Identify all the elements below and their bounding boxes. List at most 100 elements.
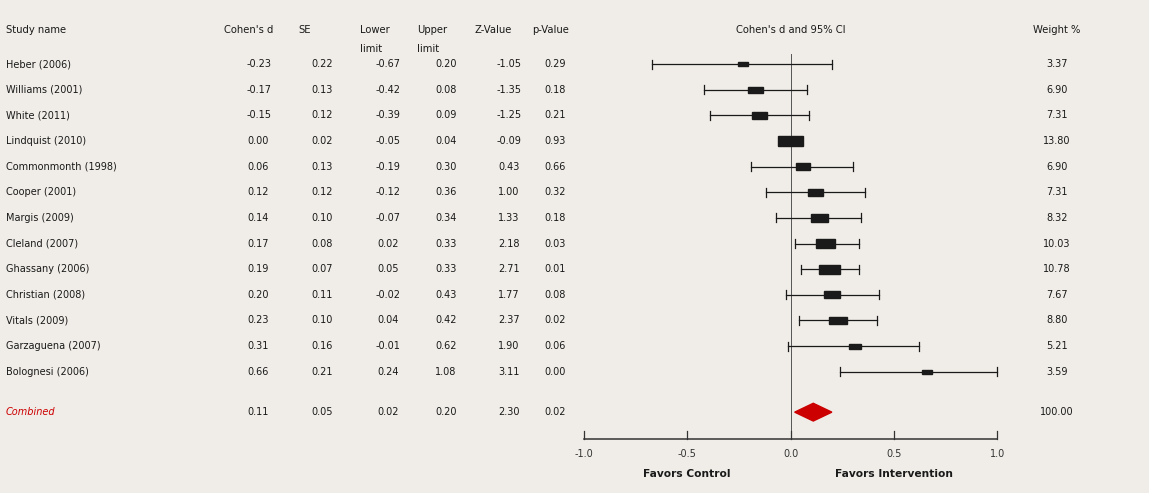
Text: 6.90: 6.90 [1047, 85, 1067, 95]
Text: 0.17: 0.17 [248, 239, 269, 248]
Text: White (2011): White (2011) [6, 110, 70, 120]
Text: 2.30: 2.30 [499, 407, 519, 417]
Text: 0.06: 0.06 [545, 341, 565, 351]
Text: 8.32: 8.32 [1047, 213, 1067, 223]
Text: 0.14: 0.14 [248, 213, 269, 223]
Text: 100.00: 100.00 [1040, 407, 1074, 417]
Text: 0.04: 0.04 [378, 316, 399, 325]
Text: -0.12: -0.12 [376, 187, 401, 197]
Text: Bolognesi (2006): Bolognesi (2006) [6, 367, 88, 377]
Text: 0.13: 0.13 [311, 162, 332, 172]
Bar [739, 62, 748, 66]
Text: 0.19: 0.19 [248, 264, 269, 274]
Text: Lindquist (2010): Lindquist (2010) [6, 136, 86, 146]
Text: 7.31: 7.31 [1047, 110, 1067, 120]
Text: 0.24: 0.24 [378, 367, 399, 377]
Text: 0.21: 0.21 [545, 110, 565, 120]
Bar [778, 136, 803, 146]
Bar [751, 112, 768, 119]
Text: 2.71: 2.71 [499, 264, 519, 274]
Text: 0.08: 0.08 [311, 239, 332, 248]
Text: 0.11: 0.11 [248, 407, 269, 417]
Text: 0.10: 0.10 [311, 316, 332, 325]
Text: 0.00: 0.00 [545, 367, 565, 377]
Text: 0.36: 0.36 [435, 187, 456, 197]
Text: 0.29: 0.29 [545, 59, 565, 69]
Text: 0.02: 0.02 [311, 136, 332, 146]
Text: 1.0: 1.0 [989, 449, 1005, 459]
Text: 10.03: 10.03 [1043, 239, 1071, 248]
Text: 0.43: 0.43 [435, 290, 456, 300]
Text: 0.02: 0.02 [545, 407, 565, 417]
Text: 0.66: 0.66 [545, 162, 565, 172]
Text: 0.32: 0.32 [545, 187, 565, 197]
Bar [824, 291, 840, 298]
Text: -0.02: -0.02 [376, 290, 401, 300]
Text: 0.16: 0.16 [311, 341, 332, 351]
Text: 8.80: 8.80 [1047, 316, 1067, 325]
Text: Upper: Upper [417, 25, 447, 35]
Text: 0.20: 0.20 [435, 407, 456, 417]
Text: Combined: Combined [6, 407, 55, 417]
Text: 0.02: 0.02 [378, 407, 399, 417]
Text: -1.35: -1.35 [496, 85, 522, 95]
Text: Margis (2009): Margis (2009) [6, 213, 74, 223]
Text: 1.33: 1.33 [499, 213, 519, 223]
Text: 0.11: 0.11 [311, 290, 332, 300]
Text: 0.23: 0.23 [248, 316, 269, 325]
Text: 0.03: 0.03 [545, 239, 565, 248]
Polygon shape [795, 403, 832, 421]
Text: -0.19: -0.19 [376, 162, 401, 172]
Text: 0.0: 0.0 [782, 449, 799, 459]
Text: 0.02: 0.02 [545, 316, 565, 325]
Text: -0.67: -0.67 [376, 59, 401, 69]
Text: 0.22: 0.22 [311, 59, 332, 69]
Text: 0.30: 0.30 [435, 162, 456, 172]
Text: 0.20: 0.20 [248, 290, 269, 300]
Text: -0.09: -0.09 [496, 136, 522, 146]
Text: 0.05: 0.05 [378, 264, 399, 274]
Text: 0.09: 0.09 [435, 110, 456, 120]
Text: 0.00: 0.00 [248, 136, 269, 146]
Text: Commonmonth (1998): Commonmonth (1998) [6, 162, 116, 172]
Text: 3.11: 3.11 [499, 367, 519, 377]
Text: -1.25: -1.25 [496, 110, 522, 120]
Text: Cohen's d and 95% CI: Cohen's d and 95% CI [735, 25, 846, 35]
Text: 13.80: 13.80 [1043, 136, 1071, 146]
Text: SE: SE [299, 25, 311, 35]
Text: 0.01: 0.01 [545, 264, 565, 274]
Text: 0.12: 0.12 [311, 187, 332, 197]
Text: 0.21: 0.21 [311, 367, 332, 377]
Text: Cooper (2001): Cooper (2001) [6, 187, 76, 197]
Bar [819, 265, 840, 274]
Text: -1.05: -1.05 [496, 59, 522, 69]
Text: 2.18: 2.18 [499, 239, 519, 248]
Text: Cohen's d: Cohen's d [224, 25, 273, 35]
Bar [923, 370, 932, 374]
Text: 0.07: 0.07 [311, 264, 332, 274]
Text: Vitals (2009): Vitals (2009) [6, 316, 68, 325]
Text: 6.90: 6.90 [1047, 162, 1067, 172]
Text: p-Value: p-Value [532, 25, 569, 35]
Text: Christian (2008): Christian (2008) [6, 290, 85, 300]
Text: 1.08: 1.08 [435, 367, 456, 377]
Text: 0.02: 0.02 [378, 239, 399, 248]
Text: 5.21: 5.21 [1047, 341, 1067, 351]
Text: -0.15: -0.15 [246, 110, 271, 120]
Text: Weight %: Weight % [1033, 25, 1081, 35]
Text: limit: limit [360, 44, 381, 54]
Text: -1.0: -1.0 [574, 449, 593, 459]
Text: 7.67: 7.67 [1047, 290, 1067, 300]
Text: 0.20: 0.20 [435, 59, 456, 69]
Bar [849, 344, 861, 349]
Text: -0.39: -0.39 [376, 110, 401, 120]
Text: 0.31: 0.31 [248, 341, 269, 351]
Text: -0.01: -0.01 [376, 341, 401, 351]
Text: 0.42: 0.42 [435, 316, 456, 325]
Text: 0.5: 0.5 [886, 449, 902, 459]
Text: 1.90: 1.90 [499, 341, 519, 351]
Text: 0.08: 0.08 [545, 290, 565, 300]
Text: 0.93: 0.93 [545, 136, 565, 146]
Text: 0.18: 0.18 [545, 213, 565, 223]
Text: 0.05: 0.05 [311, 407, 332, 417]
